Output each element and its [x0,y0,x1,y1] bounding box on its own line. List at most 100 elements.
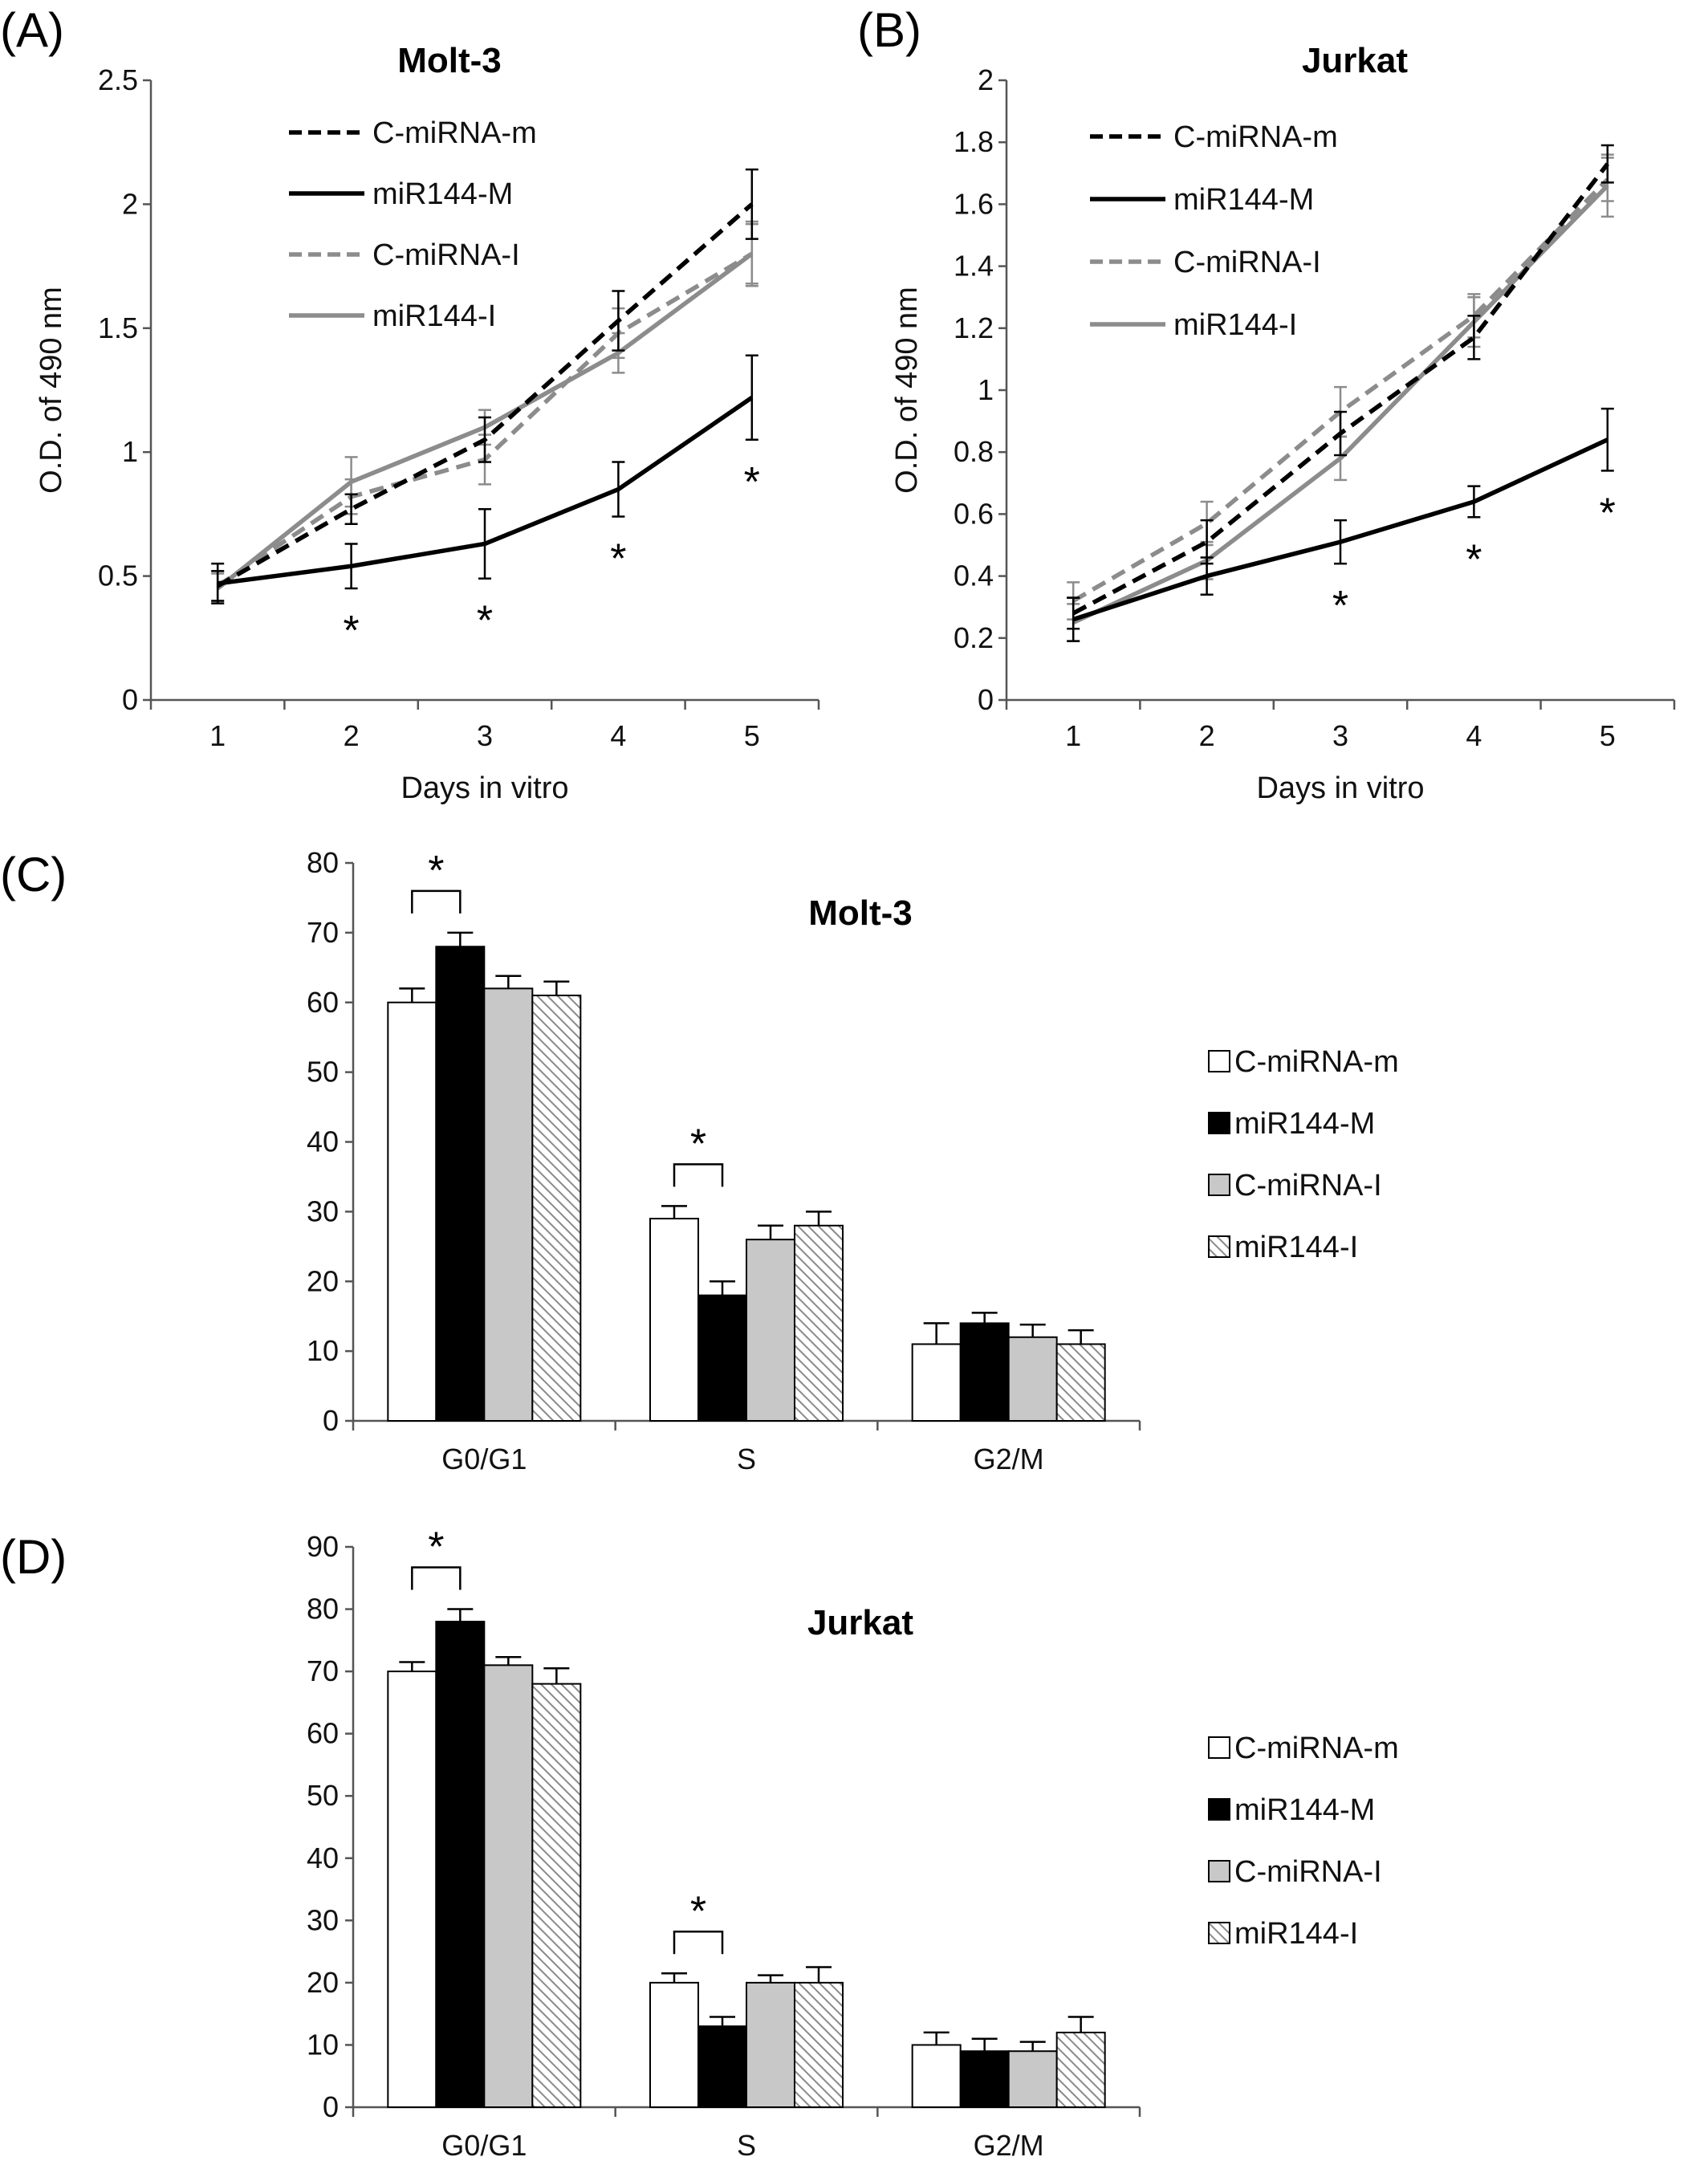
panel-label: (A) [0,3,64,57]
y-tick-label: 80 [307,1593,339,1626]
x-tick-label: 3 [1332,719,1348,752]
y-tick-label: 30 [307,1903,339,1936]
significance-bracket [673,1931,724,1955]
bar [959,1322,1010,1422]
legend-label: miR144-I [372,299,496,333]
bar-chart-molt-3: (C) Molt-3 0 10 20 30 40 50 60 70 80 G0/G1 S G2/M * * C-… [0,846,1399,1475]
significance-star: * [428,1524,444,1571]
x-tick-label: G0/G1 [441,2129,527,2162]
x-tick-label: G2/M [974,2129,1044,2162]
y-tick-label: 0.6 [954,497,994,530]
x-axis-label: Days in vitro [1256,771,1424,805]
y-tick-label: 2.5 [98,63,138,96]
y-tick-label: 2 [978,63,994,96]
x-tick-label: 4 [610,719,626,752]
x-axis-label: Days in vitro [401,771,568,805]
y-tick-label: 20 [307,1264,339,1297]
line-chart-molt-3: (A) Molt-3 0 0.5 1 1.5 2 2.5 1 2 3 4 5 Days in vitro O… [0,3,820,805]
panel-label: (D) [0,1530,67,1584]
legend-label: miR144-M [1173,183,1314,217]
y-tick-label: 0.5 [98,560,138,592]
y-tick-label: 40 [307,1125,339,1158]
bar [1055,1343,1106,1422]
y-tick-label: 20 [307,1966,339,1999]
bar-chart-jurkat: (D) Jurkat 0 10 20 30 40 50 60 70 80 90 G0/G1 S G2/M * *… [0,1524,1399,2162]
panel-label: (B) [857,3,921,57]
y-tick-label: 60 [307,1717,339,1750]
x-tick-label: 2 [344,719,360,752]
legend-swatch [1208,1798,1230,1821]
y-tick-label: 50 [307,1056,339,1089]
legend-label: C-miRNA-m [1173,120,1338,154]
bar [649,1981,699,2109]
series-C-miRNA-m [387,1661,962,2109]
bar [531,995,582,1422]
legend-label: C-miRNA-m [372,116,537,150]
significance-star: * [690,1888,706,1935]
bar [387,1001,437,1422]
x-tick-label: 1 [209,719,226,752]
legend-label: miR144-M [372,177,513,211]
chart-title: Jurkat [1302,41,1408,80]
legend-label: miR144-I [1173,308,1297,342]
series-miR144-I [531,1666,1106,2109]
bar [435,946,486,1422]
series-C-miRNA-m [211,168,758,602]
series-miR144-M [211,354,758,604]
bar [959,2050,1010,2108]
y-tick-label: 70 [307,916,339,949]
bar [435,1621,486,2108]
significance-bracket [673,1163,724,1187]
legend-swatch [1208,1922,1230,1944]
significance-star: * [343,608,359,654]
y-tick-label: 0 [122,683,138,716]
bar [649,1218,699,1422]
y-tick-label: 1.4 [954,250,994,283]
bar [483,987,534,1422]
significance-star: * [744,459,760,506]
bar [387,1671,437,2108]
y-tick-label: 10 [307,2028,339,2061]
series-miR144-M [435,931,1010,1422]
line-chart-jurkat: (B) Jurkat 0 0.2 0.4 0.6 0.8 1 1.2 1.4 1.6 1.8 2 1 2 3 4… [857,3,1676,805]
legend-label: C-miRNA-m [1234,1045,1399,1079]
bar [746,1981,795,2109]
significance-star: * [690,1121,706,1167]
x-tick-label: G2/M [974,1443,1044,1475]
y-tick-label: 1.6 [954,187,994,220]
bar [531,1683,582,2109]
x-tick-label: 4 [1466,719,1482,752]
chart-title: Molt-3 [808,893,913,933]
y-tick-label: 2 [122,187,138,220]
y-axis-label: O.D. of 490 nm [35,287,68,494]
y-axis-label: O.D. of 490 nm [890,287,924,494]
chart-title: Molt-3 [397,41,502,80]
significance-bracket [411,1566,462,1590]
y-tick-label: 0.4 [954,560,994,592]
y-tick-label: 0.2 [954,621,994,654]
x-tick-label: 5 [744,719,760,752]
bar [483,1664,534,2108]
y-tick-label: 90 [307,1530,339,1563]
legend-label: C-miRNA-I [372,238,520,272]
y-tick-label: 1 [978,373,994,406]
legend-swatch [1208,1050,1230,1072]
bar [1055,2031,1106,2109]
y-tick-label: 0 [323,2090,339,2123]
y-tick-label: 10 [307,1334,339,1367]
series-miR144-M [1067,407,1614,642]
y-tick-label: 80 [307,846,339,879]
y-tick-label: 1.8 [954,125,994,158]
legend-swatch [1208,1860,1230,1882]
series-C-miRNA-I [483,975,1058,1422]
series-C-miRNA-I [483,1656,1058,2109]
legend-label: miR144-I [1234,1917,1358,1951]
significance-star: * [610,535,626,582]
y-tick-label: 40 [307,1841,339,1874]
x-tick-label: 1 [1065,719,1081,752]
y-tick-label: 50 [307,1779,339,1812]
significance-star: * [477,598,493,645]
x-tick-label: 5 [1600,719,1616,752]
significance-star: * [1466,536,1482,583]
